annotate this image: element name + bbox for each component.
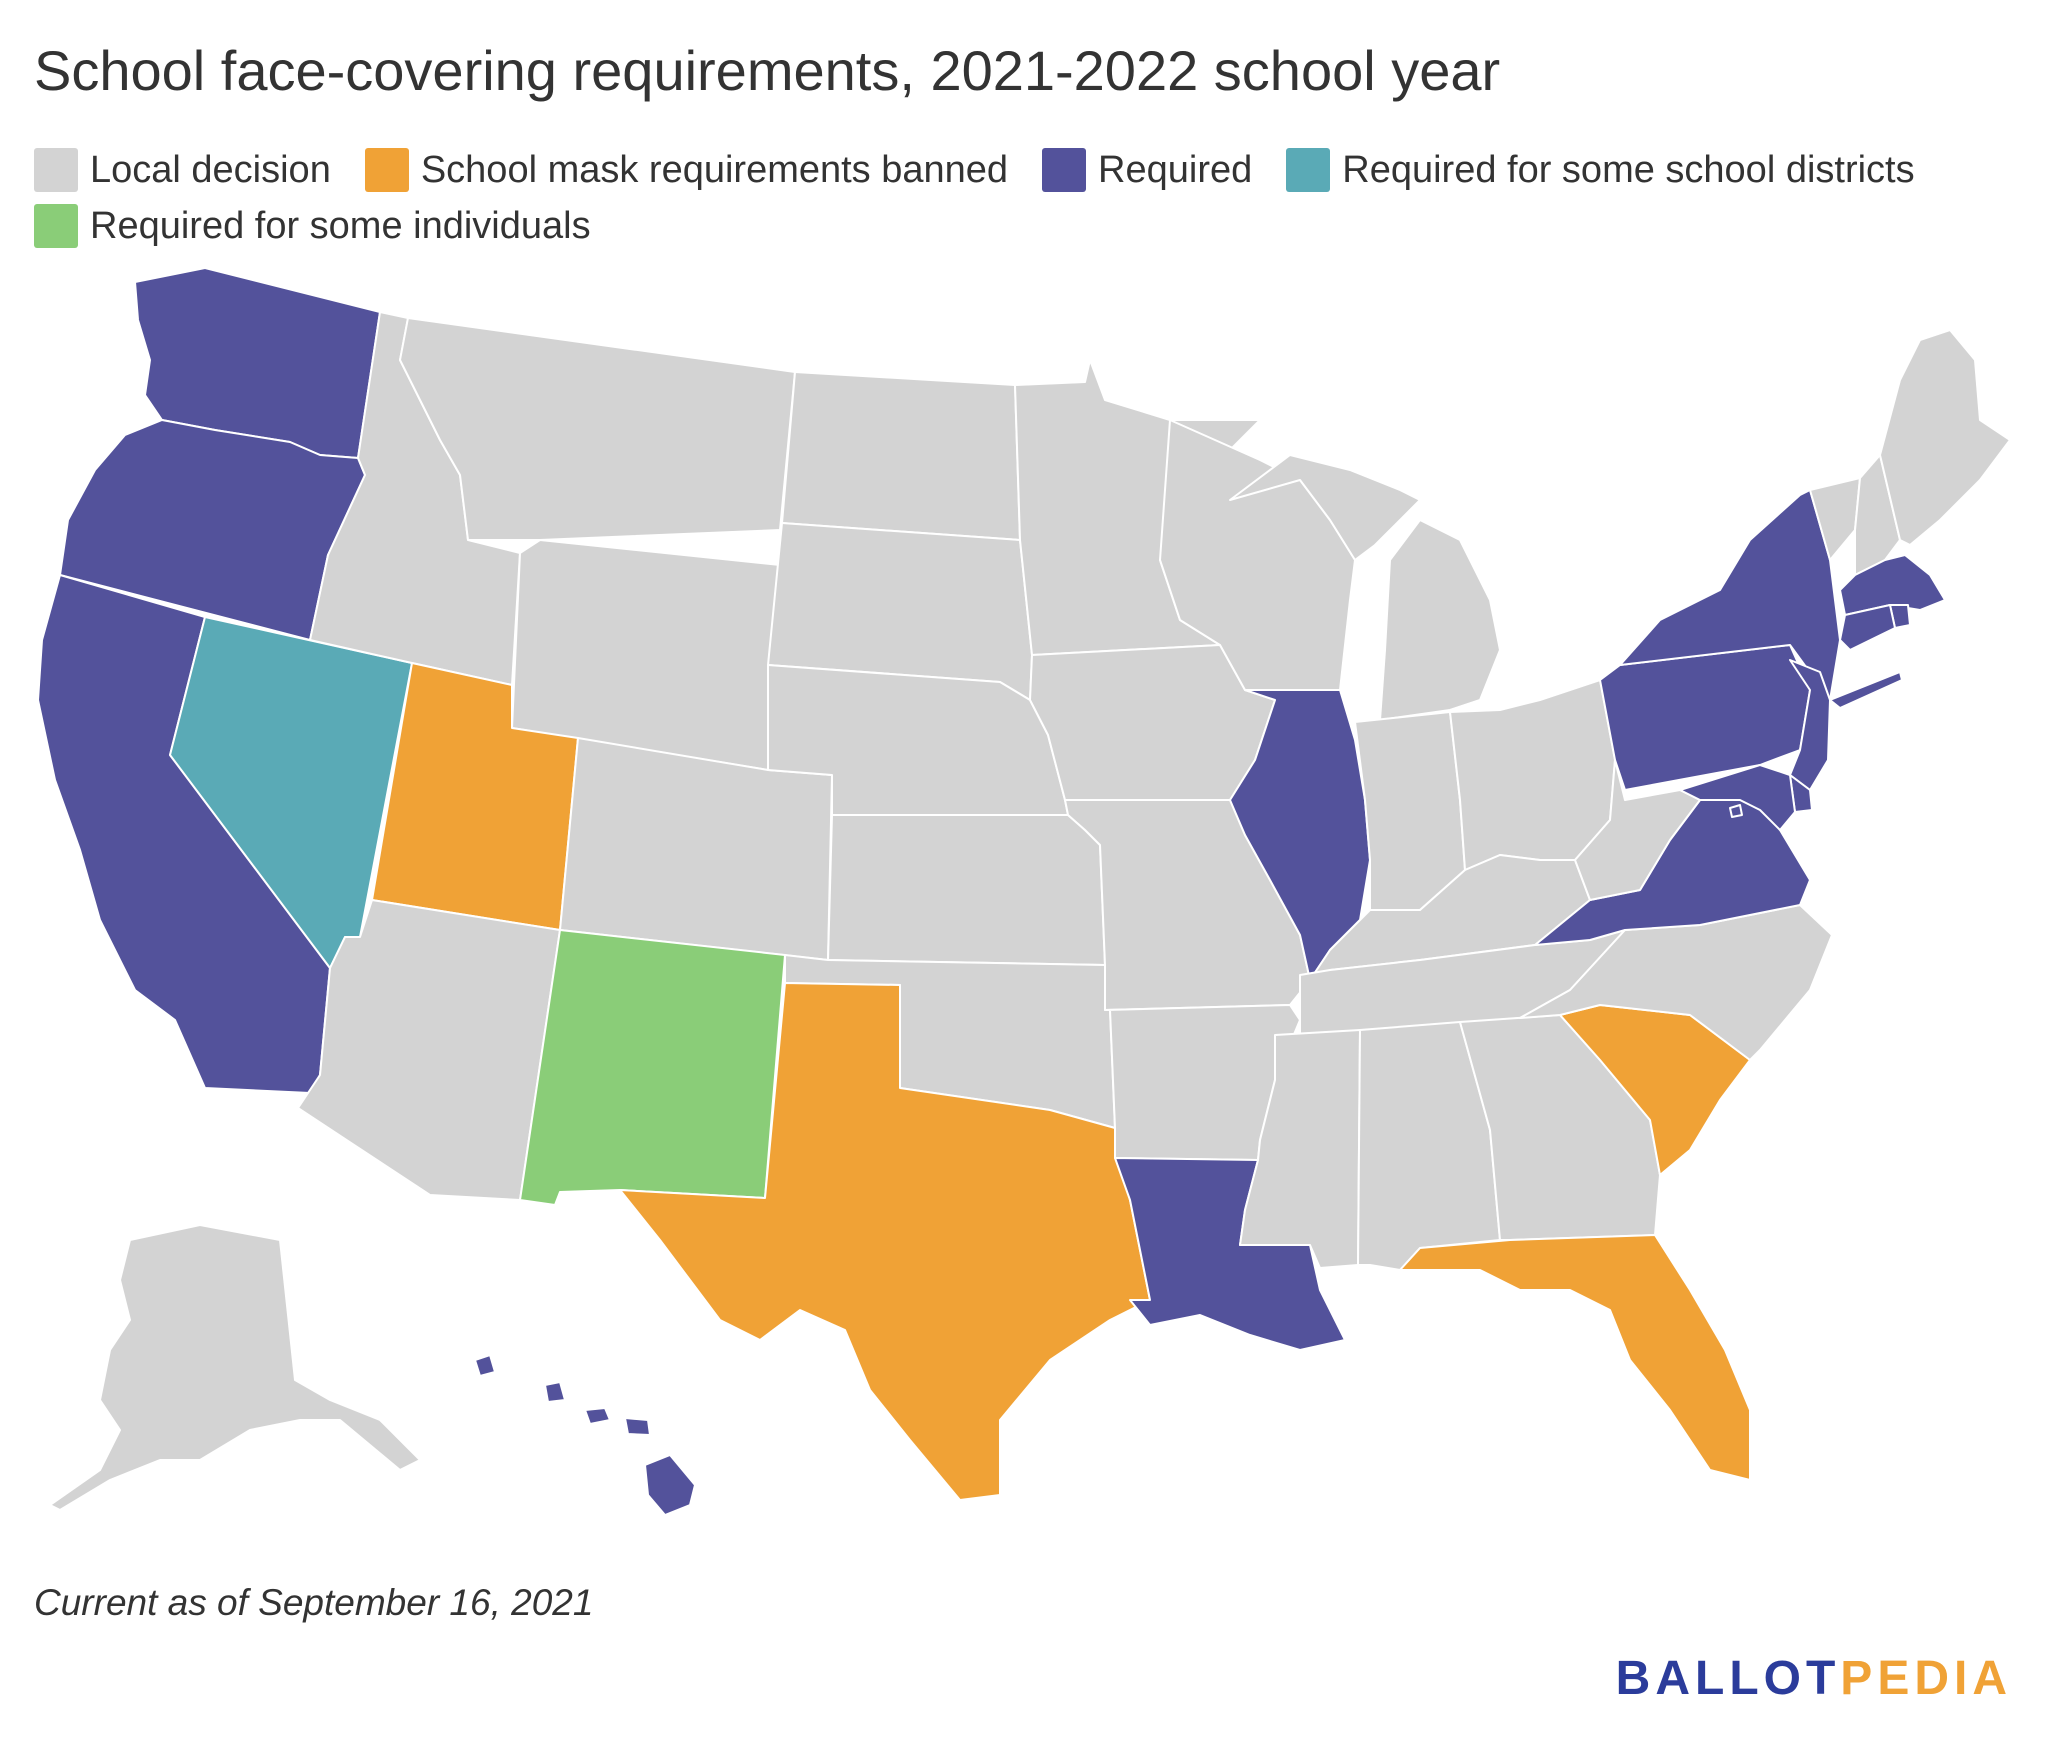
legend-row-1: Local decision School mask requirements …	[34, 142, 2024, 198]
state-hi	[474, 1354, 696, 1516]
state-mi	[1229, 454, 1501, 721]
state-pa	[1599, 644, 1811, 791]
legend-swatch-some-individuals	[34, 204, 78, 248]
legend-label-some-districts: Required for some school districts	[1342, 148, 1915, 191]
logo-part-ballot: BALLOT	[1615, 1652, 1841, 1705]
state-nm	[519, 929, 786, 1206]
state-ak	[49, 1224, 421, 1511]
state-fl	[1399, 1234, 1751, 1481]
state-ks	[827, 814, 1106, 966]
legend-label-local: Local decision	[90, 148, 331, 191]
legend-item-banned: School mask requirements banned	[364, 148, 1009, 192]
state-md	[1679, 764, 1796, 831]
state-nd	[781, 371, 1021, 541]
legend-swatch-banned	[364, 148, 409, 192]
state-tx	[619, 982, 1151, 1501]
legend-swatch-some-districts	[1286, 148, 1331, 192]
legend-swatch-local	[34, 148, 78, 192]
legend-item-some-individuals: Required for some individuals	[34, 204, 591, 248]
legend-item-local: Local decision	[34, 148, 331, 192]
ballotpedia-logo: BALLOTPEDIA	[1616, 1651, 2012, 1706]
state-dc	[1729, 804, 1743, 818]
us-map	[0, 240, 2048, 1540]
us-map-svg	[37, 267, 2011, 1516]
legend-label-required: Required	[1098, 148, 1253, 191]
legend-label-banned: School mask requirements banned	[420, 148, 1009, 191]
state-ct	[1839, 604, 1896, 651]
legend: Local decision School mask requirements …	[34, 142, 2024, 254]
legend-label-some-individuals: Required for some individuals	[90, 204, 591, 247]
state-me	[1879, 329, 2011, 546]
legend-row-2: Required for some individuals	[34, 198, 2024, 254]
logo-part-pedia: PEDIA	[1840, 1652, 2012, 1705]
legend-item-some-districts: Required for some school districts	[1286, 148, 1915, 192]
state-in	[1354, 711, 1466, 911]
map-title: School face-covering requirements, 2021-…	[34, 39, 1501, 102]
footnote: Current as of September 16, 2021	[34, 1582, 594, 1623]
legend-swatch-required	[1042, 148, 1087, 192]
legend-item-required: Required	[1042, 148, 1252, 192]
